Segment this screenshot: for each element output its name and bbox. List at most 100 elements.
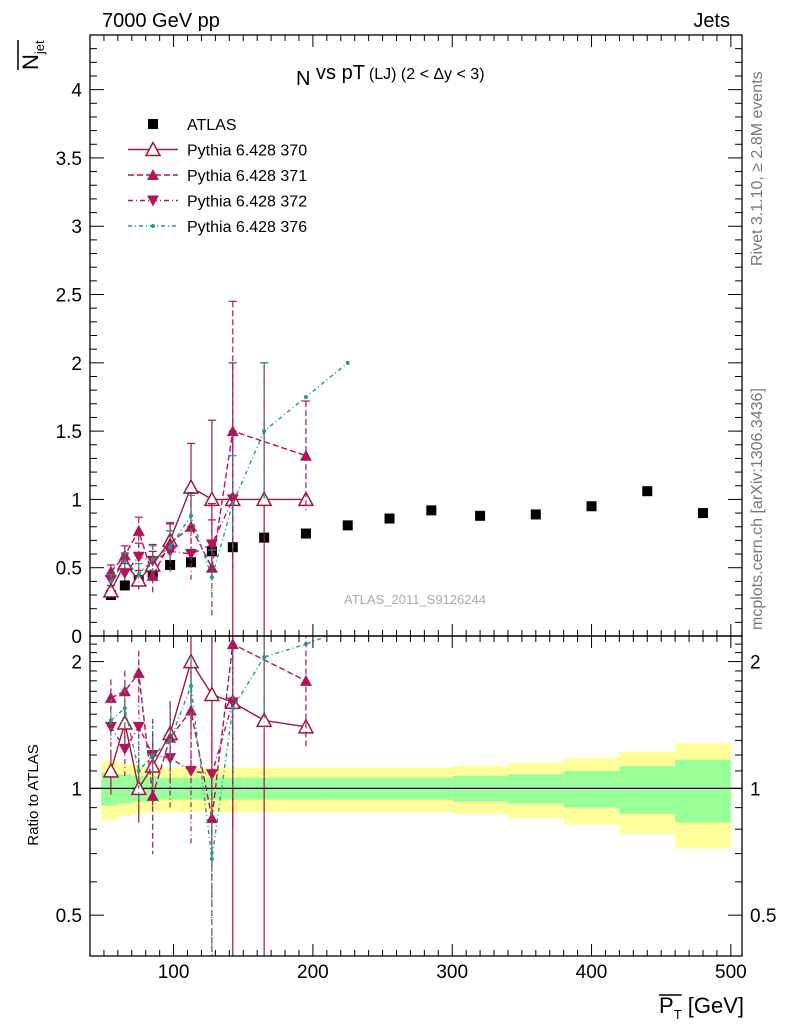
series-3-point <box>132 551 145 563</box>
series-2-point <box>146 569 159 581</box>
ratio-y-tick-label-right: 0.5 <box>750 906 776 927</box>
uncertainty-band-inner <box>563 770 620 808</box>
x-tick-label: 100 <box>158 962 190 983</box>
y-tick-label: 3 <box>71 217 82 238</box>
y-tick-label: 3.5 <box>56 149 82 170</box>
series-2-line <box>110 430 307 578</box>
x-tick-label: 200 <box>297 962 329 983</box>
series-2-ratio-point <box>132 666 145 678</box>
legend-marker <box>147 169 159 180</box>
series-3-point <box>185 549 198 561</box>
y-axis-label-sub: jet <box>32 40 47 55</box>
svg-text:PT [GeV]: PT [GeV] <box>659 993 744 1022</box>
series-0-point <box>475 510 486 521</box>
series-0-point <box>300 528 311 539</box>
x-axis-label-main: P <box>659 993 674 1018</box>
legend-marker <box>151 224 155 228</box>
series-1-point <box>130 571 148 587</box>
series-1-ratio-line <box>110 659 307 791</box>
series-0-point <box>697 508 708 519</box>
series-0-main <box>105 486 708 601</box>
series-4-point <box>122 558 127 563</box>
uncertainty-band-inner <box>619 766 676 814</box>
series-4-ratio-point <box>209 856 214 861</box>
y-tick-label: 2.5 <box>56 286 82 307</box>
chart-title: N vs pT (LJ) (2 < Δy < 3) <box>296 62 485 90</box>
series-2-point <box>299 449 312 461</box>
series-4-ratio-point <box>189 683 194 688</box>
chart-title-main: N <box>296 68 310 90</box>
series-4-point <box>345 360 350 365</box>
series-1-main <box>102 362 315 636</box>
series-4-ratio-point <box>150 753 155 758</box>
legend-entry: Pythia 6.428 371 <box>128 168 307 185</box>
legend-label: Pythia 6.428 372 <box>187 194 307 211</box>
svg-text:Njet: Njet <box>18 40 47 70</box>
legend-label: Pythia 6.428 371 <box>187 168 307 185</box>
ratio-y-tick-label: 2 <box>71 653 82 674</box>
legend-entry: ATLAS <box>148 117 237 134</box>
uncertainty-band-inner <box>101 772 118 806</box>
series-4-main <box>106 360 350 605</box>
series-1-point <box>255 490 273 507</box>
series-3-ratio-point <box>132 721 145 733</box>
ratio-y-tick-label: 1 <box>71 779 82 800</box>
y-tick-label: 1 <box>71 490 82 511</box>
x-axis-label: PT [GeV] <box>659 993 744 1022</box>
ratio-panel-frame <box>89 635 743 957</box>
y-tick-label: 1.5 <box>56 422 82 443</box>
rivet-version-label: Rivet 3.1.10, ≥ 2.8M events <box>749 71 766 266</box>
ratio-y-tick-label-right: 1 <box>750 779 761 800</box>
series-1-point <box>102 582 120 598</box>
ratio-axis-label: Ratio to ATLAS <box>25 744 42 845</box>
uncertainty-band-inner <box>675 759 731 823</box>
legend-label: Pythia 6.428 370 <box>187 143 307 160</box>
y-tick-label: 0 <box>71 627 82 648</box>
series-2-ratio-line <box>110 643 307 819</box>
legend-marker <box>148 119 158 129</box>
x-axis-label-sub: T <box>674 1007 682 1022</box>
y-tick-label: 2 <box>71 354 82 375</box>
series-1-ratio-point <box>102 762 120 778</box>
y-axis-label-main: N <box>18 54 43 70</box>
mcplots-label: mcplots.cern.ch [arXiv:1306.3436] <box>749 388 766 630</box>
series-3-ratio-line <box>110 702 234 776</box>
series-1-line <box>110 486 306 592</box>
series-4-ratio-point <box>262 655 267 660</box>
series-4-point <box>136 572 141 577</box>
series-4-ratio-point <box>122 706 127 711</box>
series-4-ratio-point <box>136 768 141 773</box>
series-3-line <box>110 499 234 581</box>
series-4-ratio-line <box>110 636 330 860</box>
series-3-ratio <box>104 636 239 883</box>
series-4-point <box>230 501 235 506</box>
series-3-ratio-point <box>205 769 218 781</box>
ratio-y-tick-label: 0.5 <box>56 906 82 927</box>
series-4-ratio-point <box>303 642 308 647</box>
legend-marker <box>147 195 159 207</box>
legend-label: ATLAS <box>187 117 237 134</box>
series-4-ratio <box>108 626 350 956</box>
series-4-ratio-point <box>230 706 235 711</box>
series-3-point <box>164 546 177 558</box>
series-1-ratio-point <box>203 685 221 702</box>
legend-entry: Pythia 6.428 376 <box>128 219 307 236</box>
series-4-ratio-point <box>108 718 113 723</box>
series-2-ratio-point <box>299 674 312 686</box>
x-axis-label-unit: [GeV] <box>682 993 744 1018</box>
series-1-point <box>182 478 200 494</box>
series-0-point <box>119 580 130 591</box>
y-tick-label: 0.5 <box>56 559 82 580</box>
x-tick-label: 300 <box>436 962 468 983</box>
y-tick-label: 4 <box>71 81 82 102</box>
legend-marker <box>144 140 162 157</box>
series-4-ratio-point <box>168 738 173 743</box>
series-4-point <box>209 575 214 580</box>
series-0-point <box>342 520 353 531</box>
chart-title-rest: vs pT <box>310 62 364 84</box>
series-4-ratio-point <box>346 626 350 630</box>
series-0-point <box>642 486 653 497</box>
series-4-point <box>189 513 194 518</box>
legend-entry: Pythia 6.428 372 <box>128 194 307 211</box>
